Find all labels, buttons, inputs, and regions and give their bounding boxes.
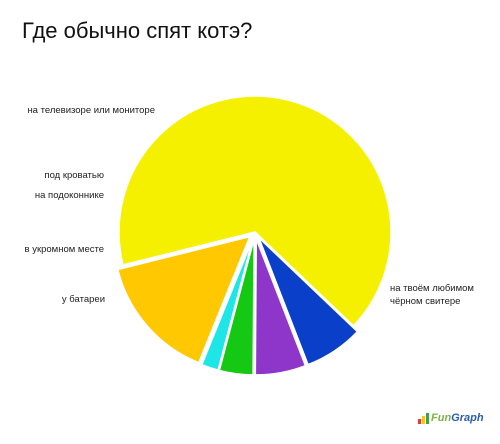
brand-part-2: Graph — [451, 412, 484, 424]
pie-slice-0 — [118, 95, 392, 327]
slice-label-3: на подоконнике — [35, 190, 104, 201]
bar-chart-icon — [418, 412, 429, 424]
brand-name: FunGraph — [431, 412, 484, 424]
pie-slice-2 — [254, 238, 307, 376]
slice-label-2: в укромном месте — [25, 244, 104, 255]
slice-label-line: у батареи — [62, 294, 105, 305]
pie-slice-1 — [258, 237, 359, 366]
slice-label-4: под кроватью — [44, 170, 104, 181]
slice-label-line: на телевизоре или мониторе — [27, 105, 155, 116]
pie-slice-5 — [116, 235, 251, 364]
slice-label-line: на твоём любимом — [390, 283, 474, 294]
slice-label-line: под кроватью — [44, 170, 104, 181]
slice-label-5: на телевизоре или мониторе — [27, 105, 155, 116]
slice-label-1: у батареи — [62, 294, 105, 305]
brand-logo: FunGraph — [418, 412, 484, 424]
slice-label-0: на твоём любимом чёрном свитере — [390, 283, 474, 307]
pie-slice-4 — [200, 238, 254, 372]
slice-label-line: на подоконнике — [35, 190, 104, 201]
slice-label-line: в укромном месте — [25, 244, 104, 255]
chart-title: Где обычно спят котэ? — [22, 18, 253, 43]
brand-part-1: Fun — [431, 412, 452, 424]
pie-slice-3 — [218, 238, 255, 376]
slice-label-line: чёрном свитере — [390, 296, 460, 307]
